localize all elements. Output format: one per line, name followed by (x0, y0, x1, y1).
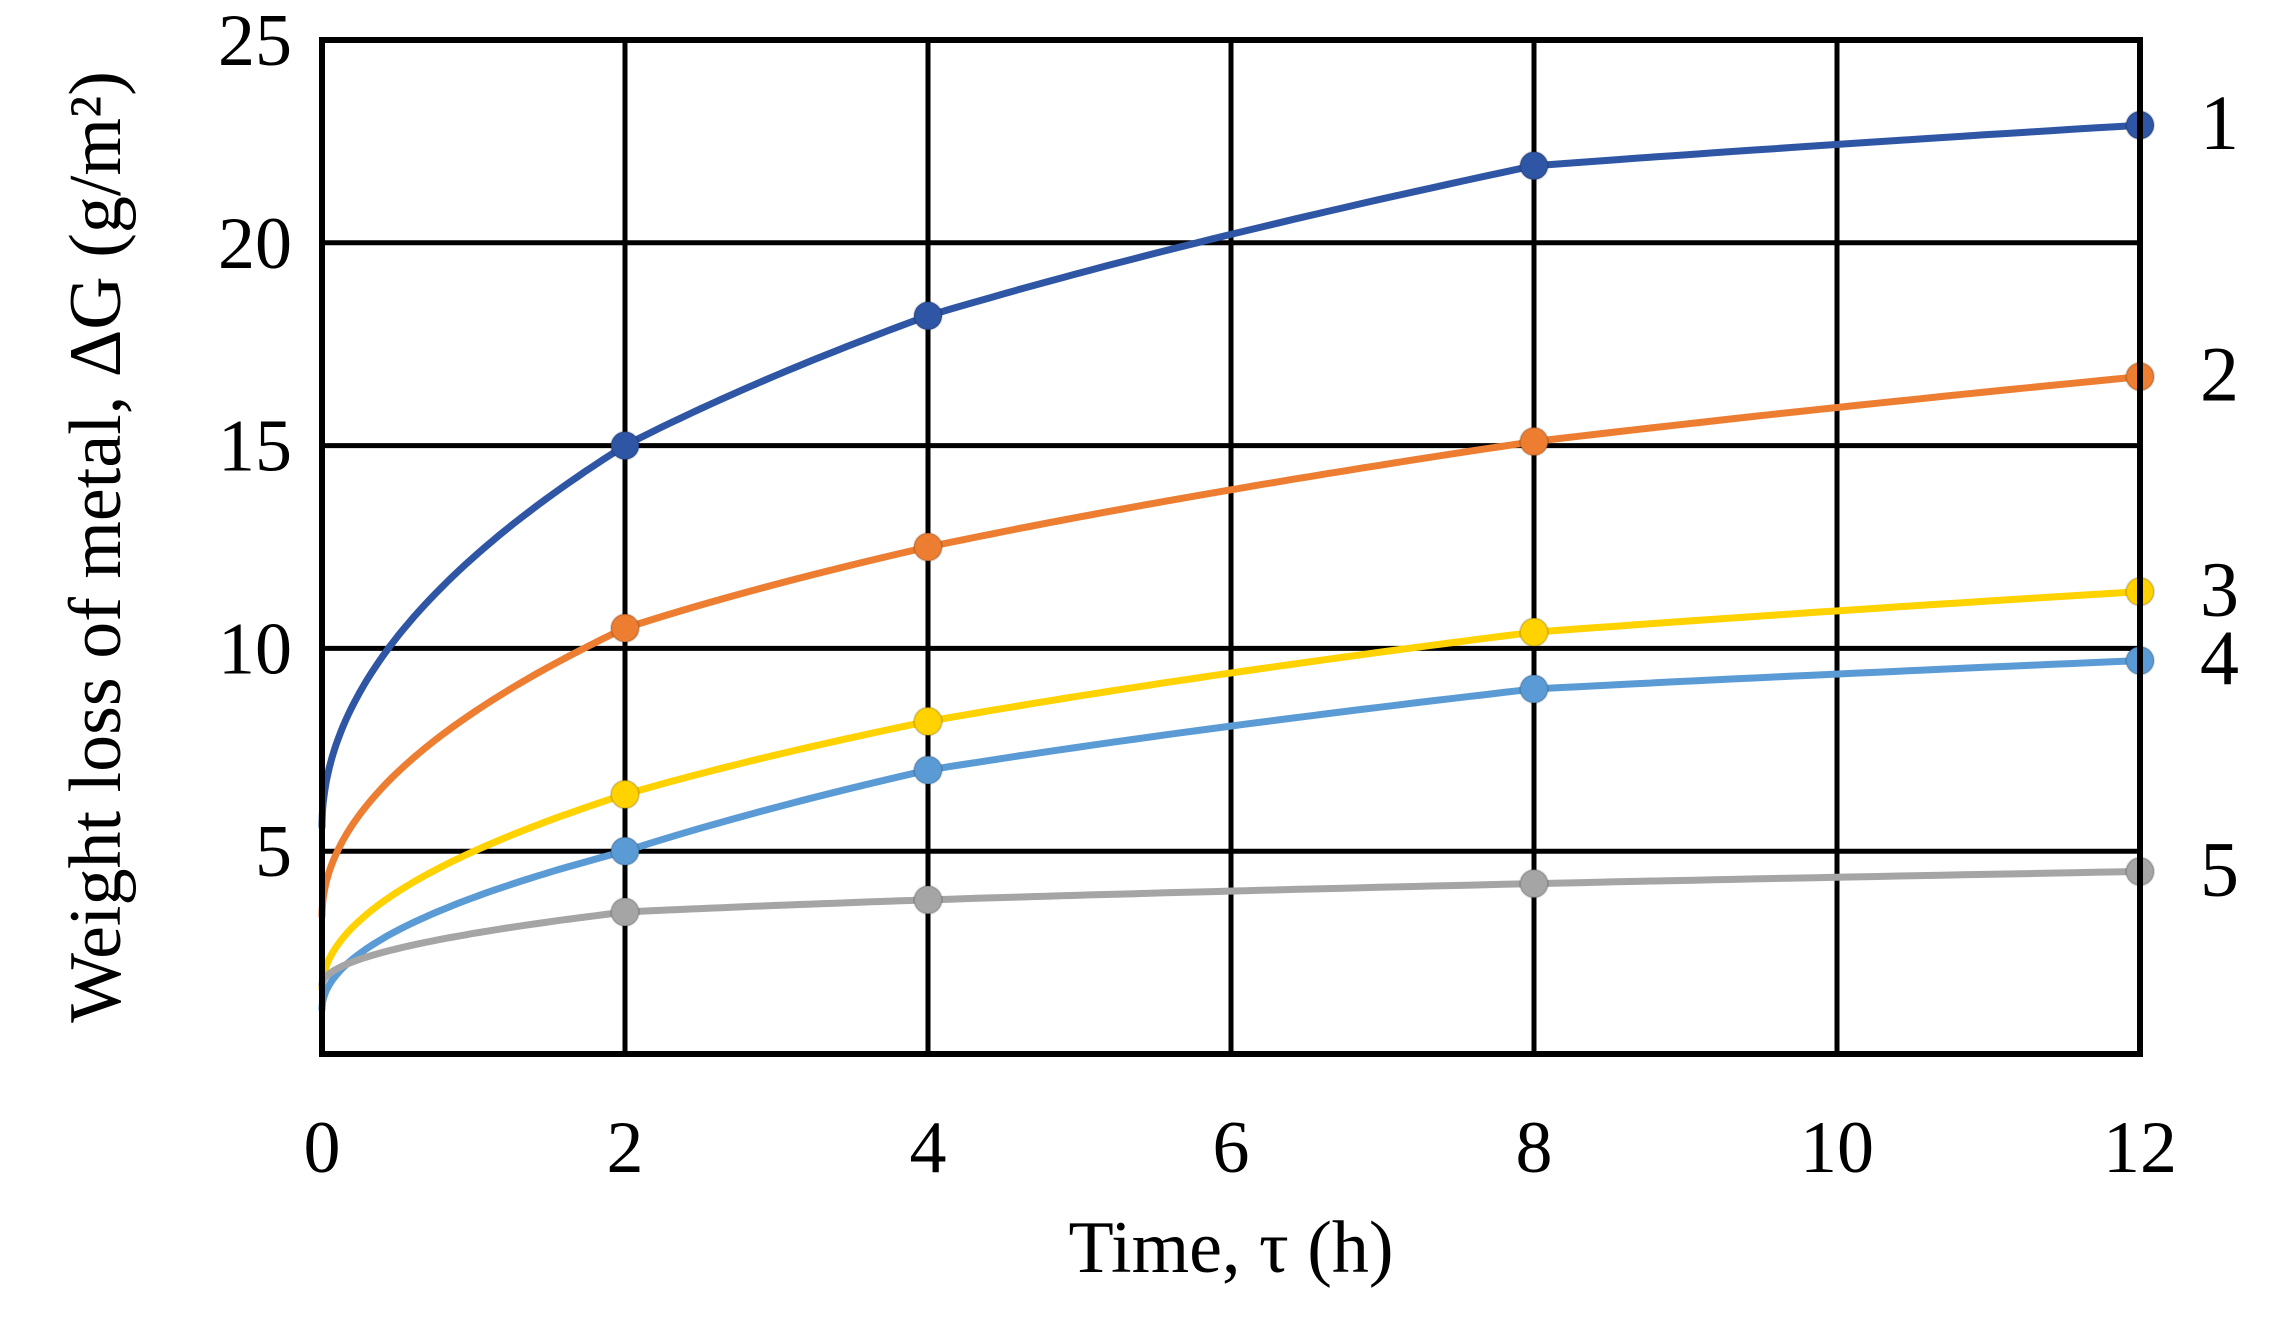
series-labels: 1 2 34 5 (2200, 79, 2239, 912)
fit-curve-2 (318, 373, 2144, 920)
series-label-5: 5 (2200, 825, 2239, 912)
data-point-1-2 (610, 430, 640, 461)
data-point-5-8 (1519, 868, 1549, 899)
series-label-2: 2 (2200, 331, 2239, 418)
y-axis-title: Weight loss of metal, ΔG (g/m²) (55, 71, 137, 1023)
fit-curves (318, 121, 2144, 1013)
data-point-4-2 (610, 836, 640, 867)
y-tick-label-15: 15 (218, 406, 292, 488)
data-point-2-8 (1519, 426, 1549, 457)
y-tick-label-25: 25 (218, 0, 292, 82)
data-point-5-4 (913, 884, 943, 915)
x-tick-label-0: 0 (304, 1107, 341, 1189)
data-points (610, 110, 2155, 928)
data-point-2-2 (610, 613, 640, 644)
fit-curve-5 (318, 868, 2144, 989)
y-tick-label-5: 5 (255, 811, 292, 893)
y-tick-label-10: 10 (218, 608, 292, 690)
x-tick-label-4: 4 (910, 1107, 947, 1189)
x-tick-label-6: 6 (1213, 1107, 1250, 1189)
x-tick-label-10: 10 (1800, 1107, 1874, 1189)
grid-lines (322, 40, 2140, 1054)
data-point-3-4 (913, 706, 943, 737)
series-label-1: 1 (2200, 79, 2239, 166)
data-point-2-4 (913, 532, 943, 562)
fit-curve-1 (318, 121, 2144, 831)
data-point-3-8 (1519, 617, 1549, 648)
fit-curve-3 (318, 588, 2144, 993)
data-point-3-2 (610, 779, 640, 810)
series-label-4: 4 (2200, 615, 2239, 702)
data-point-1-4 (913, 300, 943, 331)
y-tick-label-20: 20 (218, 203, 292, 285)
series-label-3: 3 (2200, 546, 2239, 633)
x-axis-title: Time, τ (h) (1068, 1207, 1393, 1289)
data-point-5-2 (610, 897, 640, 928)
x-tick-labels: 0 2 4 6 8 10 12 (304, 1107, 2178, 1189)
y-tick-labels: 5 10 15 20 25 (218, 0, 292, 893)
x-tick-label-12: 12 (2103, 1107, 2177, 1189)
data-point-4-4 (913, 755, 943, 786)
data-point-1-8 (1519, 150, 1549, 181)
fit-curve-4 (318, 657, 2144, 1013)
x-tick-label-8: 8 (1516, 1107, 1553, 1189)
data-point-4-8 (1519, 673, 1549, 704)
x-tick-label-2: 2 (607, 1107, 644, 1189)
plot-frame (319, 37, 2143, 1057)
